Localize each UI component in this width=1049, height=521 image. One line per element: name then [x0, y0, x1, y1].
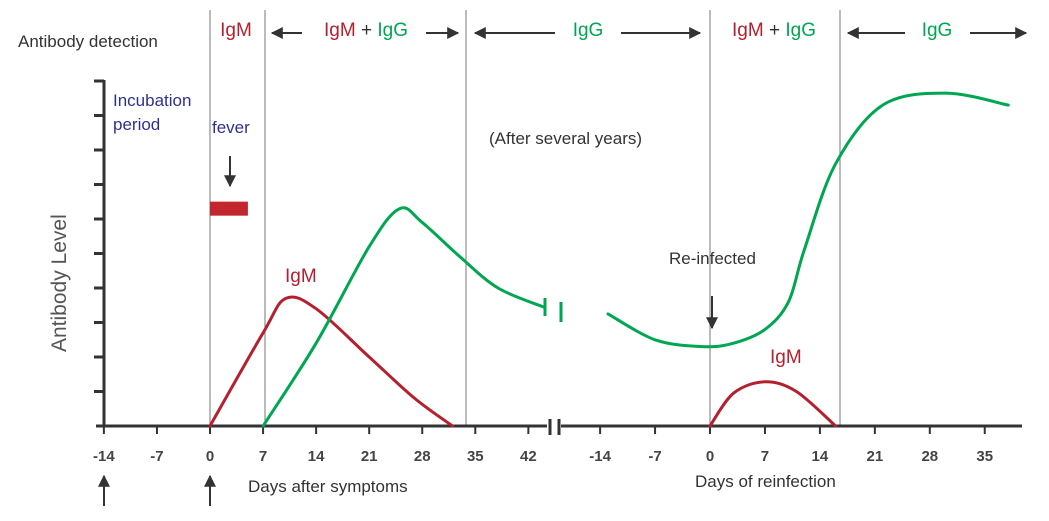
- detection-phase-headers: IgM IgM + IgG IgG IgM + IgG IgG: [220, 20, 1028, 41]
- several-years-label: (After several years): [489, 129, 642, 148]
- x-tick-label: 35: [467, 448, 484, 465]
- phase2-igm-text: IgM: [324, 20, 356, 41]
- series-igm-primary: [208, 295, 455, 428]
- phase4-igm-text: IgM: [732, 20, 764, 41]
- phase2-label: IgM + IgG: [324, 20, 408, 41]
- x-axis-label-primary: Days after symptoms: [248, 477, 408, 496]
- phase-igm-label: IgM: [220, 20, 252, 41]
- igm-primary-label: IgM: [285, 266, 317, 287]
- x-ticks: -14 -7 0 7 14 21 28 35 42 -14 -7 0 7 14 21 28 35: [93, 426, 993, 465]
- x-tick-label: 7: [761, 448, 769, 465]
- fever-bar: [210, 201, 248, 216]
- igg-curve-break: [543, 298, 563, 322]
- igm-reinfection-label: IgM: [770, 347, 802, 368]
- phase4-igg-text: IgG: [785, 20, 816, 41]
- antibody-detection-label: Antibody detection: [18, 32, 158, 51]
- x-tick-label: -14: [93, 448, 115, 465]
- x-tick-label: 21: [361, 448, 378, 465]
- x-tick-label: -7: [150, 448, 163, 465]
- phase4-label: IgM + IgG: [732, 20, 816, 41]
- series-igm-reinfection: [708, 380, 838, 428]
- phase-separators: [209, 10, 841, 426]
- phase4-plus-text: +: [769, 20, 780, 41]
- incubation-label-line1: Incubation: [113, 91, 191, 110]
- incubation-label-line2: period: [113, 115, 160, 134]
- x-tick-label: 28: [414, 448, 431, 465]
- x-tick-label: 35: [976, 448, 993, 465]
- phase5-igg-label: IgG: [922, 20, 953, 41]
- x-tick-label: 7: [259, 448, 267, 465]
- phase2-plus-text: +: [361, 20, 372, 41]
- phase2-igg-text: IgG: [377, 20, 408, 41]
- x-tick-label: 0: [706, 448, 714, 465]
- y-ticks: [94, 79, 104, 393]
- x-tick-label: 28: [921, 448, 938, 465]
- x-tick-label: 0: [206, 448, 214, 465]
- reinfected-label: Re-infected: [669, 249, 756, 268]
- series-group: [208, 91, 1010, 428]
- x-tick-label: 42: [520, 448, 537, 465]
- phase3-igg-label: IgG: [573, 20, 604, 41]
- series-igg-primary: [261, 206, 545, 428]
- x-tick-label: -14: [589, 448, 611, 465]
- x-tick-label: 14: [308, 448, 325, 465]
- fever-label: fever: [212, 118, 250, 137]
- series-igg-reinfection: [606, 91, 1010, 349]
- x-axis-break: [547, 419, 561, 435]
- x-tick-label: 21: [867, 448, 884, 465]
- y-axis-label: Antibody Level: [48, 214, 71, 352]
- x-tick-label: -7: [648, 448, 661, 465]
- x-tick-label: 14: [812, 448, 829, 465]
- x-axis-label-reinfection: Days of reinfection: [695, 472, 836, 491]
